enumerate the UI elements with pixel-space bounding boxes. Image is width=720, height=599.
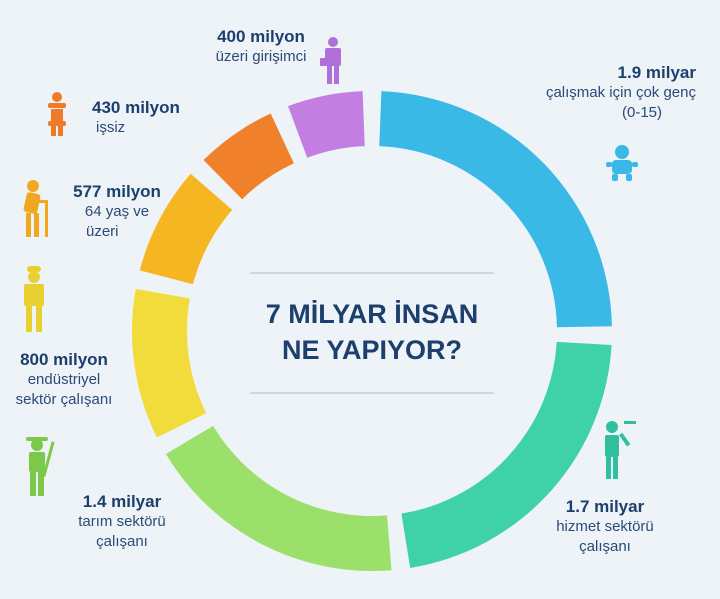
farmer-icon (26, 437, 55, 496)
desc-too-young-2: (0-15) (621, 104, 662, 121)
label-unemployed: 430 milyon işsiz (92, 97, 212, 138)
donut-ring (132, 91, 612, 571)
elderly-icon (23, 180, 48, 237)
icons (23, 37, 638, 496)
desc-industry-2: sektör çalışanı (15, 391, 113, 408)
slice-too-young (379, 91, 612, 328)
amount-entrepreneur: 400 milyon (217, 27, 305, 46)
desc-agriculture-2: çalışanı (96, 533, 148, 550)
chart-title-line2: NE YAPIYOR? (281, 335, 463, 365)
amount-industry: 800 milyon (20, 350, 108, 369)
desc-service-2: çalışanı (579, 538, 631, 555)
desc-unemployed: işsiz (96, 119, 126, 136)
waiter-icon (605, 421, 636, 479)
chart-title-line1: 7 MİLYAR İNSAN (265, 299, 479, 329)
worker-icon (24, 266, 44, 332)
slice-agriculture (165, 425, 392, 571)
label-service: 1.7 milyar hizmet sektörü çalışanı (540, 496, 670, 557)
label-elderly: 577 milyon 64 yaş ve üzeri (62, 181, 172, 242)
slice-entrepreneur (288, 91, 365, 158)
label-too-young: 1.9 milyar çalışmak için çok genç (0-15) (476, 62, 696, 123)
desc-agriculture-1: tarım sektörü (78, 513, 166, 530)
slice-service (401, 341, 612, 568)
entrepreneur-icon (320, 37, 341, 84)
baby-icon (606, 145, 638, 181)
amount-service: 1.7 milyar (565, 497, 645, 516)
amount-too-young: 1.9 milyar (617, 63, 696, 82)
amount-agriculture: 1.4 milyar (82, 492, 162, 511)
label-agriculture: 1.4 milyar tarım sektörü çalışanı (62, 491, 182, 552)
desc-entrepreneur: üzeri girişimci (215, 48, 307, 65)
desc-elderly-2: üzeri (86, 223, 119, 240)
desc-industry-1: endüstriyel (27, 371, 101, 388)
chart-title: 7 MİLYAR İNSAN NE YAPIYOR? (232, 296, 512, 368)
label-entrepreneur: 400 milyon üzeri girişimci (196, 26, 326, 67)
amount-elderly: 577 milyon (73, 182, 161, 201)
slice-elderly (139, 173, 233, 285)
slice-unemployed (203, 113, 294, 200)
unemployed-icon (48, 92, 66, 136)
desc-elderly-1: 64 yaş ve (84, 203, 150, 220)
amount-unemployed: 430 milyon (92, 98, 180, 117)
slice-industry (132, 288, 207, 438)
label-industry: 800 milyon endüstriyel sektör çalışanı (0, 349, 128, 410)
desc-too-young-1: çalışmak için çok genç (545, 84, 696, 101)
desc-service-1: hizmet sektörü (556, 518, 654, 535)
